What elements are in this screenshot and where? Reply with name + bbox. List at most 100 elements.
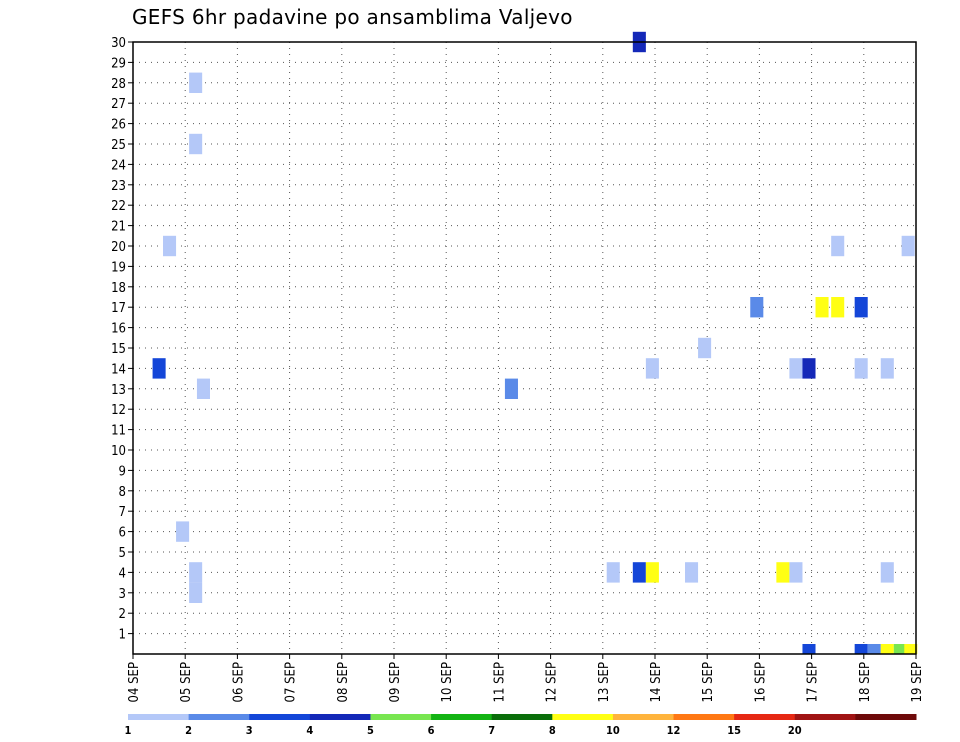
y-axis: 1234567891011121314151617181920212223242… <box>111 36 133 643</box>
data-cell <box>176 521 190 542</box>
data-cell <box>189 582 203 603</box>
colorbar-label: 3 <box>246 724 253 737</box>
colorbar-swatch <box>309 714 371 720</box>
x-tick-label: 14 SEP <box>649 662 664 702</box>
data-cell <box>196 378 210 399</box>
data-cell <box>880 644 894 654</box>
colorbar-swatch <box>249 714 311 720</box>
y-tick-label: 4 <box>119 566 126 581</box>
data-cell <box>880 562 894 583</box>
colorbar-label: 12 <box>667 724 681 737</box>
data-cell <box>632 562 646 583</box>
x-tick-label: 12 SEP <box>545 662 560 702</box>
data-cell <box>854 644 868 654</box>
y-tick-label: 19 <box>111 260 126 275</box>
y-tick-label: 13 <box>111 383 126 398</box>
y-tick-label: 14 <box>111 362 126 377</box>
y-tick-label: 16 <box>111 322 126 337</box>
x-tick-label: 13 SEP <box>597 662 612 702</box>
colorbar-swatch <box>855 714 917 720</box>
colorbar-label: 20 <box>788 724 802 737</box>
x-axis: 04 SEP 05 SEP 06 SEP 07 SEP 08 SEP 09 SEP 10 S… <box>127 654 925 702</box>
data-cell <box>815 297 829 318</box>
data-cell <box>776 562 790 583</box>
y-tick-label: 15 <box>111 342 126 357</box>
x-tick-label: 16 SEP <box>753 662 768 702</box>
data-cell <box>854 358 868 379</box>
data-cell <box>685 562 699 583</box>
data-cell <box>789 562 803 583</box>
colorbar-label: 1 <box>125 724 132 737</box>
y-tick-label: 17 <box>111 301 126 316</box>
data-cell <box>189 133 203 155</box>
data-cell <box>802 644 816 654</box>
data-cell <box>789 358 803 379</box>
y-tick-label: 8 <box>119 485 126 500</box>
x-tick-label: 09 SEP <box>388 662 403 702</box>
chart-title: GEFS 6hr padavine po ansamblima Valjevo <box>132 5 573 29</box>
colorbar-swatch <box>552 714 614 720</box>
y-tick-label: 25 <box>111 138 126 153</box>
y-tick-label: 2 <box>119 607 126 622</box>
y-tick-label: 18 <box>111 281 126 296</box>
y-tick-label: 29 <box>111 56 126 71</box>
colorbar-label: 4 <box>306 724 313 737</box>
colorbar-label: 6 <box>428 724 435 737</box>
y-tick-label: 22 <box>111 199 126 214</box>
colorbar-swatch <box>188 714 250 720</box>
colorbar-swatch <box>491 714 553 720</box>
data-cell <box>189 72 203 93</box>
data-cell <box>163 235 177 257</box>
y-tick-label: 24 <box>111 158 126 173</box>
data-cell <box>880 358 894 379</box>
data-cell <box>802 358 816 379</box>
colorbar-label: 5 <box>367 724 374 737</box>
y-tick-label: 3 <box>119 587 126 602</box>
colorbar-swatch <box>612 714 675 720</box>
y-tick-label: 11 <box>111 424 126 439</box>
data-cell <box>854 297 868 318</box>
data-cell <box>645 562 659 583</box>
colorbar: 1 2 3 4 5 6 7 8 10 12 15 20 <box>125 714 917 737</box>
data-cell <box>901 235 915 257</box>
colorbar-label: 8 <box>549 724 556 737</box>
y-tick-label: 6 <box>119 526 126 541</box>
x-tick-label: 07 SEP <box>284 662 299 702</box>
data-cell <box>904 644 918 654</box>
x-tick-label: 06 SEP <box>231 662 246 702</box>
y-tick-label: 5 <box>119 546 126 561</box>
colorbar-label: 7 <box>488 724 495 737</box>
y-tick-label: 28 <box>111 77 126 92</box>
x-tick-label: 08 SEP <box>336 662 351 702</box>
y-tick-label: 1 <box>119 628 126 643</box>
x-tick-label: 19 SEP <box>910 662 925 702</box>
y-tick-label: 9 <box>119 464 126 479</box>
x-tick-label: 18 SEP <box>858 662 873 702</box>
data-cell <box>645 358 659 379</box>
data-cell <box>698 337 712 359</box>
y-tick-label: 21 <box>111 220 126 235</box>
x-tick-label: 11 SEP <box>492 662 507 702</box>
data-cells <box>152 31 918 654</box>
y-tick-label: 20 <box>111 240 126 255</box>
data-cell <box>504 378 518 399</box>
data-cell <box>831 235 845 257</box>
y-tick-label: 10 <box>111 444 126 459</box>
y-tick-label: 12 <box>111 403 126 418</box>
y-tick-label: 26 <box>111 118 126 133</box>
y-tick-label: 30 <box>111 36 126 51</box>
y-tick-label: 7 <box>119 505 126 520</box>
data-cell <box>750 297 764 318</box>
x-tick-label: 15 SEP <box>701 662 716 702</box>
colorbar-swatch <box>128 714 190 720</box>
colorbar-label: 2 <box>185 724 192 737</box>
data-cell <box>189 562 203 583</box>
x-tick-label: 17 SEP <box>806 662 821 702</box>
colorbar-swatch <box>794 714 856 720</box>
y-tick-label: 27 <box>111 97 126 112</box>
colorbar-swatch <box>673 714 735 720</box>
colorbar-label: 10 <box>606 724 620 737</box>
colorbar-label: 15 <box>727 724 741 737</box>
y-tick-label: 23 <box>111 179 126 194</box>
